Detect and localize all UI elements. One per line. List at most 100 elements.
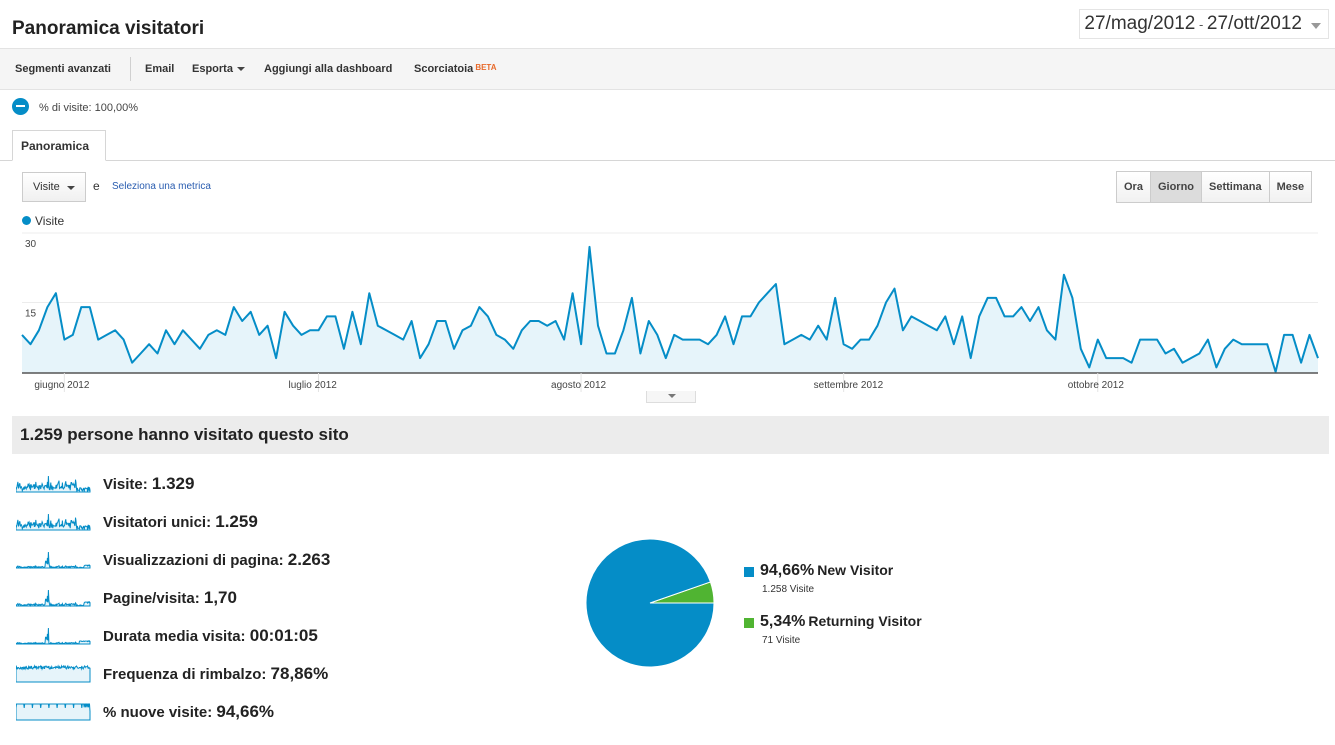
metric-value: 00:01:05 (249, 626, 318, 645)
add-to-dashboard-button[interactable]: Aggiungi alla dashboard (264, 63, 393, 75)
metric-row[interactable]: Pagine/visita: 1,70 (16, 584, 436, 610)
area-fill (22, 246, 1318, 373)
metric-value: 1,70 (203, 588, 237, 607)
legend-new-swatch-icon (744, 567, 754, 577)
chevron-down-icon (236, 67, 245, 72)
metric-label: % nuove visite: 94,66% (103, 702, 274, 722)
legend-series-label: Visite (35, 214, 65, 228)
metric-name: Visite: (103, 476, 148, 493)
sparkline-path (16, 475, 91, 493)
metric-label: Visite: 1.329 (103, 474, 194, 494)
chart-legend: Visite (22, 214, 64, 228)
email-button[interactable]: Email (145, 63, 175, 75)
metric-name: Visitatori unici: (103, 514, 212, 531)
legend-returning-text: 5,34% Returning Visitor (760, 613, 922, 631)
visits-chart: 30 15 giugno 2012 luglio 2012 agosto 2012 set… (21, 232, 1319, 392)
granularity-week-button[interactable]: Settimana (1201, 172, 1269, 202)
beta-badge: BETA (475, 63, 497, 72)
legend-dot-icon (22, 216, 31, 225)
legend-new-name: New Visitor (817, 562, 894, 578)
summary-headline: 1.259 persone hanno visitato questo sito (12, 416, 1329, 454)
toolbar: Segmenti avanzati Email Esporta Aggiungi… (0, 48, 1335, 90)
tab-divider (0, 160, 1335, 161)
pie-slice-new[interactable] (585, 538, 715, 668)
legend-returning-visits: 71 Visite (762, 635, 801, 646)
select-metric-link[interactable]: Seleziona una metrica (112, 181, 211, 192)
metric-label: Visitatori unici: 1.259 (103, 512, 258, 532)
metric-label: Visualizzazioni di pagina: 2.263 (103, 550, 330, 570)
sparkline-path (16, 627, 91, 645)
metric-row[interactable]: Visualizzazioni di pagina: 2.263 (16, 546, 436, 572)
sparkline (16, 703, 91, 721)
granularity-buttons: Ora Giorno Settimana Mese (1116, 171, 1313, 203)
sparkline-path (16, 551, 91, 569)
metric-label: Pagine/visita: 1,70 (103, 588, 237, 608)
sparkline-path (16, 513, 91, 531)
granularity-hour-button[interactable]: Ora (1124, 181, 1143, 193)
legend-new-pct: 94,66% (760, 562, 815, 579)
sparkline (16, 627, 91, 645)
shortcut-label: Scorciatoia (414, 63, 474, 75)
sparkline-path (16, 664, 91, 683)
metric-name: % nuove visite: (103, 704, 213, 721)
sparkline-path (16, 589, 91, 608)
metric-label: Durata media visita: 00:01:05 (103, 626, 318, 646)
metric-row[interactable]: Visite: 1.329 (16, 470, 436, 496)
date-start: 27/mag/2012 (1084, 13, 1196, 34)
y-tick-label: 15 (25, 309, 37, 320)
page-title: Panoramica visitatori (12, 18, 205, 39)
date-end: 27/ott/2012 (1206, 13, 1302, 34)
legend-new-visits: 1.258 Visite (762, 584, 815, 595)
metric-name: Visualizzazioni di pagina: (103, 552, 284, 569)
metric-row[interactable]: Durata media visita: 00:01:05 (16, 622, 436, 648)
metric-name: Pagine/visita: (103, 590, 200, 607)
chart-expand-toggle[interactable] (646, 391, 696, 403)
chevron-down-icon (1311, 23, 1321, 29)
sparkline (16, 551, 91, 569)
sparkline-path (16, 703, 91, 721)
x-tick-label: settembre 2012 (814, 380, 884, 391)
export-button[interactable]: Esporta (192, 63, 245, 75)
metric-label: Frequenza di rimbalzo: 78,86% (103, 664, 328, 684)
tab-overview[interactable]: Panoramica (12, 130, 106, 161)
date-range-picker[interactable]: 27/mag/2012 - 27/ott/2012 (1079, 9, 1329, 39)
x-tick-label: luglio 2012 (288, 380, 337, 391)
metric-value: 94,66% (216, 702, 275, 721)
legend-returning-swatch-icon (744, 618, 754, 628)
chevron-down-icon (67, 186, 75, 190)
metric-value: 1.259 (215, 512, 258, 531)
metric-row[interactable]: Frequenza di rimbalzo: 78,86% (16, 660, 436, 686)
date-separator: - (1195, 17, 1207, 32)
metric-name: Frequenza di rimbalzo: (103, 666, 267, 683)
visitor-type-pie (585, 538, 715, 668)
metric-row[interactable]: % nuove visite: 94,66% (16, 698, 436, 724)
series-line-visite (21, 245, 1319, 373)
legend-returning-pct: 5,34% (760, 613, 806, 630)
x-tick-label: ottobre 2012 (1068, 380, 1125, 391)
metric-value: 1.329 (151, 474, 195, 493)
sparkline (16, 513, 91, 531)
metric-select[interactable]: Visite (22, 172, 86, 202)
segment-label: % di visite: 100,00% (39, 102, 139, 114)
x-tick-label: agosto 2012 (551, 380, 606, 391)
metric-value: 78,86% (270, 664, 329, 683)
export-label: Esporta (192, 63, 233, 75)
advanced-segments-button[interactable]: Segmenti avanzati (15, 63, 111, 75)
granularity-month-button[interactable]: Mese (1268, 172, 1312, 202)
segment-icon (12, 98, 29, 115)
sparkline (16, 664, 91, 683)
shortcut-button[interactable]: Scorciatoia BETA (414, 63, 497, 75)
metric-select-label: Visite (33, 181, 60, 193)
legend-new-text: 94,66% New Visitor (760, 562, 893, 580)
legend-returning-name: Returning Visitor (808, 613, 922, 629)
metric-value: 2.263 (287, 550, 331, 569)
y-tick-label: 30 (25, 239, 37, 250)
granularity-day-button[interactable]: Giorno (1149, 172, 1202, 202)
sparkline (16, 475, 91, 493)
x-tick-label: giugno 2012 (34, 380, 89, 391)
toolbar-divider (130, 57, 131, 81)
sparkline (16, 589, 91, 608)
metric-row[interactable]: Visitatori unici: 1.259 (16, 508, 436, 534)
metric-name: Durata media visita: (103, 628, 246, 645)
and-label: e (93, 179, 100, 193)
